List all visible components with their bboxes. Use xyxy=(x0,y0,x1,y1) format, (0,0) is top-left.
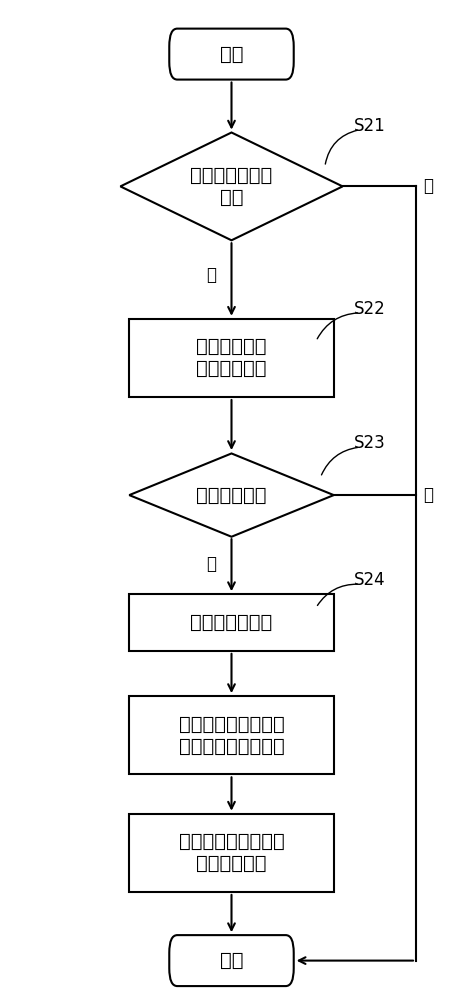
Text: 判断为相似实体: 判断为相似实体 xyxy=(190,613,273,632)
Polygon shape xyxy=(129,453,334,537)
Text: S21: S21 xyxy=(353,117,385,135)
Text: 否: 否 xyxy=(423,177,433,195)
Text: 在图谱中只保留一个
实体，其余进行删除: 在图谱中只保留一个 实体，其余进行删除 xyxy=(179,715,284,756)
Text: S22: S22 xyxy=(353,300,385,318)
Bar xyxy=(129,696,334,774)
Bar xyxy=(129,814,334,892)
Text: S24: S24 xyxy=(353,571,385,589)
Bar xyxy=(129,594,334,651)
Text: 是否达到阈值: 是否达到阈值 xyxy=(196,486,267,505)
Polygon shape xyxy=(120,132,343,240)
Text: 开始: 开始 xyxy=(220,45,243,64)
Bar xyxy=(129,319,334,397)
Text: 结束: 结束 xyxy=(220,951,243,970)
Text: 合并采集数据，更新
图谱实体信息: 合并采集数据，更新 图谱实体信息 xyxy=(179,832,284,873)
FancyBboxPatch shape xyxy=(169,29,294,80)
Text: 否: 否 xyxy=(423,486,433,504)
Text: 计算数据特征
信息的相似度: 计算数据特征 信息的相似度 xyxy=(196,337,267,378)
Text: 是: 是 xyxy=(206,555,217,573)
Text: 是否是同类型的
实体: 是否是同类型的 实体 xyxy=(190,166,273,207)
Text: S23: S23 xyxy=(353,434,385,452)
Text: 是: 是 xyxy=(206,266,217,284)
FancyBboxPatch shape xyxy=(169,935,294,986)
